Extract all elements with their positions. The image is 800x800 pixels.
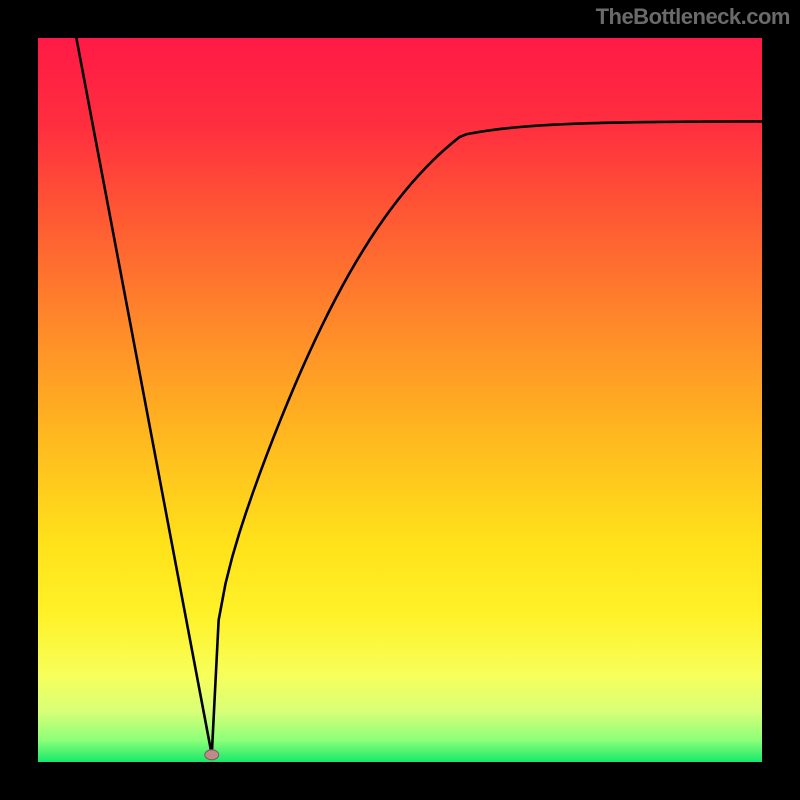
plot-background <box>38 38 762 762</box>
minimum-marker <box>205 750 219 760</box>
bottleneck-curve-plot <box>38 38 762 762</box>
chart-frame: TheBottleneck.com <box>0 0 800 800</box>
watermark-text: TheBottleneck.com <box>596 4 790 30</box>
